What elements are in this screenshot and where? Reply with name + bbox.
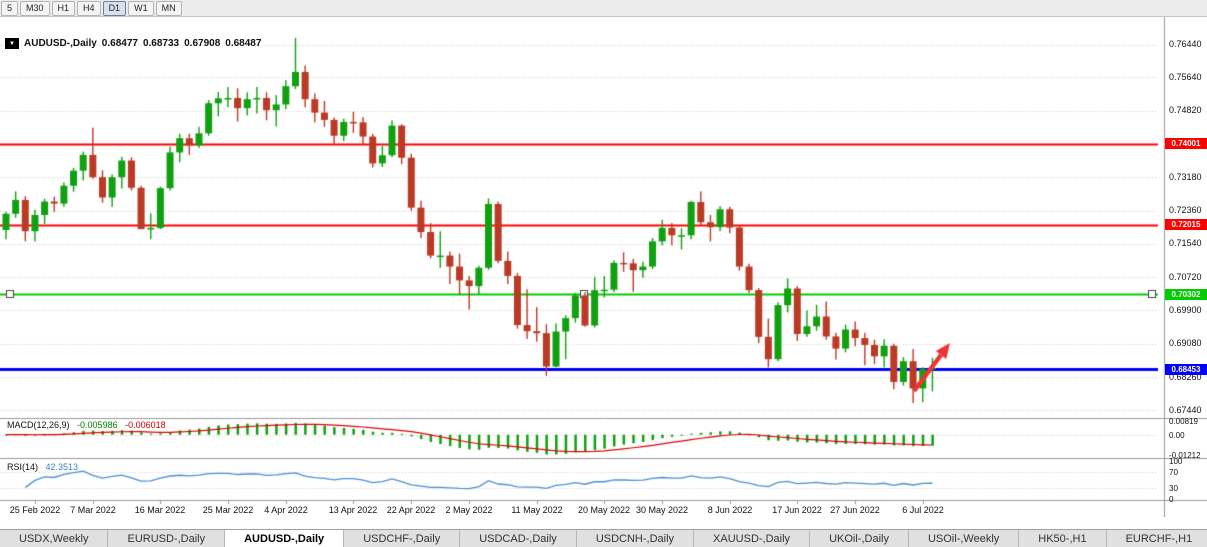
rsi-axis-label: 0 xyxy=(1169,495,1174,504)
date-axis-label: 30 May 2022 xyxy=(635,505,689,515)
hline-price-badge: 0.72015 xyxy=(1165,219,1207,230)
chart-symbol-period: AUDUSD-,Daily xyxy=(24,38,97,49)
ohlc-low: 0.67908 xyxy=(184,38,221,49)
rsi-indicator-label: RSI(14) 42.3513 xyxy=(7,462,78,472)
date-axis[interactable]: 25 Feb 2022 7 Mar 2022 16 Mar 2022 25 Mar 2… xyxy=(0,504,1165,517)
date-axis-label: 4 Apr 2022 xyxy=(264,505,308,515)
tab-eurusd-daily[interactable]: EURUSD-,Daily xyxy=(108,530,226,547)
date-axis-label: 22 Apr 2022 xyxy=(386,505,436,515)
tab-usdchf-daily[interactable]: USDCHF-,Daily xyxy=(344,530,461,547)
hline-price-badge: 0.68453 xyxy=(1165,364,1207,375)
rsi-axis-label: 70 xyxy=(1169,468,1178,477)
chart-title: ▼ AUDUSD-,Daily 0.68477 0.68733 0.67908 … xyxy=(5,38,266,49)
chart-window: ▼ AUDUSD-,Daily 0.68477 0.68733 0.67908 … xyxy=(0,17,1207,529)
chevron-down-icon: ▼ xyxy=(9,40,15,47)
price-axis[interactable]: 0.76440 0.75640 0.74820 0.73180 0.72360 0.715… xyxy=(1165,17,1207,517)
price-axis-label: 0.67440 xyxy=(1169,405,1202,415)
timeframe-toolbar: 5 M30 H1 H4 D1 W1 MN xyxy=(0,0,1207,17)
price-axis-label: 0.69900 xyxy=(1169,305,1202,315)
macd-value: -0.005986 xyxy=(77,420,118,430)
price-axis-label: 0.75640 xyxy=(1169,72,1202,82)
tab-audusd-daily[interactable]: AUDUSD-,Daily xyxy=(225,530,345,547)
date-axis-label: 11 May 2022 xyxy=(511,505,563,515)
date-axis-label: 17 Jun 2022 xyxy=(772,505,822,515)
macd-axis-label: 0.00819 xyxy=(1169,417,1198,426)
date-axis-label: 13 Apr 2022 xyxy=(328,505,378,515)
price-axis-label: 0.71540 xyxy=(1169,238,1202,248)
date-axis-label: 16 Mar 2022 xyxy=(134,505,186,515)
macd-axis-label: -0.01212 xyxy=(1169,451,1201,460)
timeframe-button-5[interactable]: 5 xyxy=(1,0,19,16)
ohlc-close: 0.68487 xyxy=(225,38,262,49)
price-axis-label: 0.70720 xyxy=(1169,272,1202,282)
timeframe-button-h1[interactable]: H1 xyxy=(51,0,76,16)
macd-indicator-label: MACD(12,26,9) -0.005986 -0.006018 xyxy=(7,420,166,430)
date-axis-label: 7 Mar 2022 xyxy=(70,505,116,515)
hline-price-badge: 0.70302 xyxy=(1165,289,1207,300)
chart-symbol-dropdown-button[interactable]: ▼ xyxy=(5,38,19,49)
timeframe-button-d1[interactable]: D1 xyxy=(102,0,127,16)
price-chart-canvas[interactable] xyxy=(0,17,1207,517)
timeframe-button-mn[interactable]: MN xyxy=(155,0,182,16)
price-axis-label: 0.74820 xyxy=(1169,105,1202,115)
rsi-axis-label: 100 xyxy=(1169,457,1183,466)
rsi-axis-label: 30 xyxy=(1169,484,1178,493)
date-axis-label: 2 May 2022 xyxy=(445,505,493,515)
price-axis-label: 0.68260 xyxy=(1169,372,1202,382)
date-axis-label: 25 Mar 2022 xyxy=(202,505,254,515)
price-axis-label: 0.73180 xyxy=(1169,172,1202,182)
tab-usdcad-daily[interactable]: USDCAD-,Daily xyxy=(460,530,577,547)
tab-ukoil-daily[interactable]: UKOil-,Daily xyxy=(810,530,909,547)
ohlc-high: 0.68733 xyxy=(142,38,180,49)
tab-usdcnh-daily[interactable]: USDCNH-,Daily xyxy=(577,530,695,547)
macd-axis-label: 0.00 xyxy=(1169,431,1185,440)
date-axis-label: 25 Feb 2022 xyxy=(9,505,61,515)
tab-xauusd-daily[interactable]: XAUUSD-,Daily xyxy=(694,530,811,547)
macd-signal-value: -0.006018 xyxy=(125,420,166,430)
hline-price-badge: 0.74001 xyxy=(1165,138,1207,149)
tab-hk50-h1[interactable]: HK50-,H1 xyxy=(1019,530,1107,547)
date-axis-label: 27 Jun 2022 xyxy=(830,505,880,515)
tab-usdx-weekly[interactable]: USDX,Weekly xyxy=(0,530,109,547)
macd-name: MACD(12,26,9) xyxy=(7,420,70,430)
tab-usoil-weekly[interactable]: USOil-,Weekly xyxy=(909,530,1020,547)
rsi-value: 42.3513 xyxy=(45,462,79,472)
price-axis-label: 0.69080 xyxy=(1169,338,1202,348)
rsi-name: RSI(14) xyxy=(7,462,39,472)
price-axis-label: 0.76440 xyxy=(1169,39,1202,49)
chart-tab-bar: USDX,Weekly EURUSD-,Daily AUDUSD-,Daily USD… xyxy=(0,529,1207,547)
ohlc-open: 0.68477 xyxy=(101,38,138,49)
date-axis-label: 8 Jun 2022 xyxy=(707,505,753,515)
date-axis-label: 6 Jul 2022 xyxy=(902,505,944,515)
date-axis-label: 20 May 2022 xyxy=(577,505,631,515)
timeframe-button-w1[interactable]: W1 xyxy=(128,0,154,16)
tab-eurchf-h1[interactable]: EURCHF-,H1 xyxy=(1107,530,1207,547)
price-axis-label: 0.72360 xyxy=(1169,205,1202,215)
timeframe-button-h4[interactable]: H4 xyxy=(77,0,101,16)
timeframe-button-m30[interactable]: M30 xyxy=(20,0,50,16)
